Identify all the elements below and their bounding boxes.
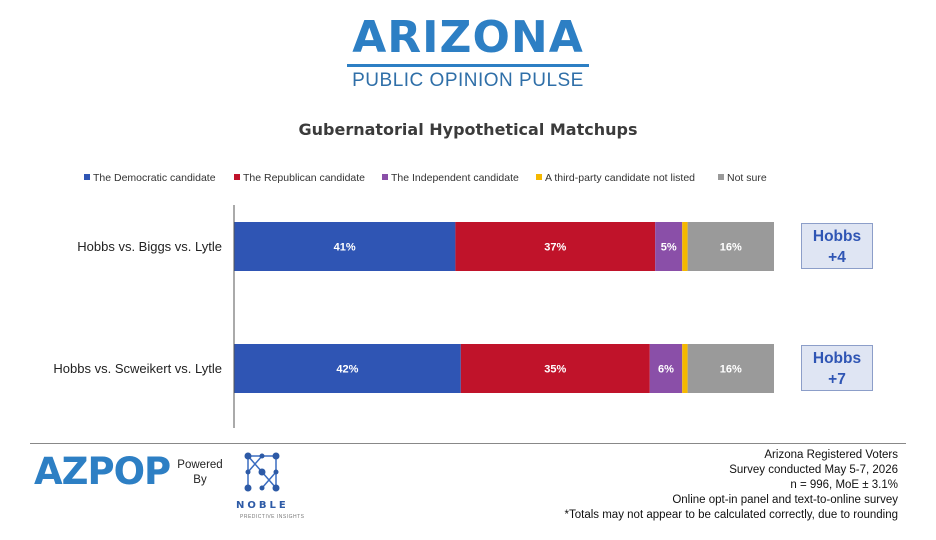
data-label-row-2-series-3: 6%: [658, 364, 674, 376]
survey-note-dates: Survey conducted May 5-7, 2026: [729, 464, 898, 476]
powered-line-2: By: [193, 474, 207, 486]
legend-swatch-third-party: [536, 174, 542, 180]
legend-swatch-independent: [382, 174, 388, 180]
bar-segment-row-1-series-1: [234, 222, 456, 271]
category-label-row-2: Hobbs vs. Scweikert vs. Lytle: [53, 361, 222, 376]
data-label-row-1-series-2: 37%: [544, 242, 566, 254]
margin-box-row-1-line2: +4: [828, 249, 846, 266]
bar-segment-row-1-series-5: [687, 222, 774, 271]
data-label-row-2-series-5: 16%: [720, 364, 742, 376]
survey-notes: Arizona Registered Voters Survey conduct…: [565, 448, 898, 523]
legend-item-democratic: The Democratic candidate: [84, 172, 216, 184]
legend-item-third-party: A third-party candidate not listed: [536, 172, 695, 184]
legend-item-republican: The Republican candidate: [234, 172, 365, 184]
logo-divider: [347, 64, 589, 67]
legend-label-third-party: A third-party candidate not listed: [545, 172, 696, 184]
survey-note-sample: n = 996, MoE ± 3.1%: [790, 479, 898, 491]
data-label-row-1-series-3: 5%: [661, 242, 677, 254]
azpop-logo: AZPOP: [34, 450, 171, 493]
bar-segment-row-1-series-2: [455, 222, 656, 271]
margin-box-row-2-line2: +7: [828, 371, 846, 388]
legend-label-not-sure: Not sure: [727, 172, 767, 184]
legend-label-republican: The Republican candidate: [243, 172, 366, 184]
data-label-row-2-series-1: 42%: [336, 364, 358, 376]
bar-segment-row-1-series-4: [682, 222, 688, 271]
bar-segment-row-2-series-5: [687, 344, 774, 393]
bar-segment-row-2-series-3: [649, 344, 683, 393]
bar-segment-row-2-series-4: [682, 344, 688, 393]
survey-note-rounding: *Totals may not appear to be calculated …: [564, 509, 898, 521]
data-label-row-1-series-5: 16%: [720, 242, 742, 254]
footer-divider: [30, 443, 906, 444]
legend-swatch-not-sure: [718, 174, 724, 180]
powered-by-text: Powered By: [174, 458, 226, 488]
bar-segment-row-2-series-2: [460, 344, 650, 393]
margin-box-row-2-line1: Hobbs: [812, 350, 862, 367]
margin-box-row-1: Hobbs +4: [801, 223, 873, 269]
chart-title: Gubernatorial Hypothetical Matchups: [298, 120, 638, 139]
noble-wordmark: NOBLE: [236, 500, 289, 511]
legend-item-not-sure: Not sure: [718, 172, 767, 184]
legend-swatch-democratic: [84, 174, 90, 180]
arizona-logo-subtitle: PUBLIC OPINION PULSE: [352, 70, 584, 91]
noble-network-icon: [244, 452, 280, 492]
margin-box-row-2: Hobbs +7: [801, 345, 873, 391]
noble-tagline: PREDICTIVE INSIGHTS: [240, 514, 305, 520]
data-label-row-2-series-2: 35%: [544, 364, 566, 376]
survey-note-method: Online opt-in panel and text-to-online s…: [672, 494, 898, 506]
bars-group: 41% 37% 5% 16% 42% 35% 6% 16%: [234, 222, 774, 393]
bar-segment-row-2-series-1: [234, 344, 461, 393]
legend-label-independent: The Independent candidate: [391, 172, 519, 184]
survey-note-population: Arizona Registered Voters: [764, 449, 898, 461]
legend-swatch-republican: [234, 174, 240, 180]
data-label-row-1-series-1: 41%: [334, 242, 356, 254]
margin-box-row-1-line1: Hobbs: [812, 228, 862, 245]
bar-segment-row-1-series-3: [655, 222, 683, 271]
legend-item-independent: The Independent candidate: [382, 172, 519, 184]
category-label-row-1: Hobbs vs. Biggs vs. Lytle: [77, 239, 222, 254]
powered-line-1: Powered: [177, 459, 223, 471]
arizona-logo-title: ARIZONA: [352, 12, 584, 63]
legend-label-democratic: The Democratic candidate: [93, 172, 216, 184]
